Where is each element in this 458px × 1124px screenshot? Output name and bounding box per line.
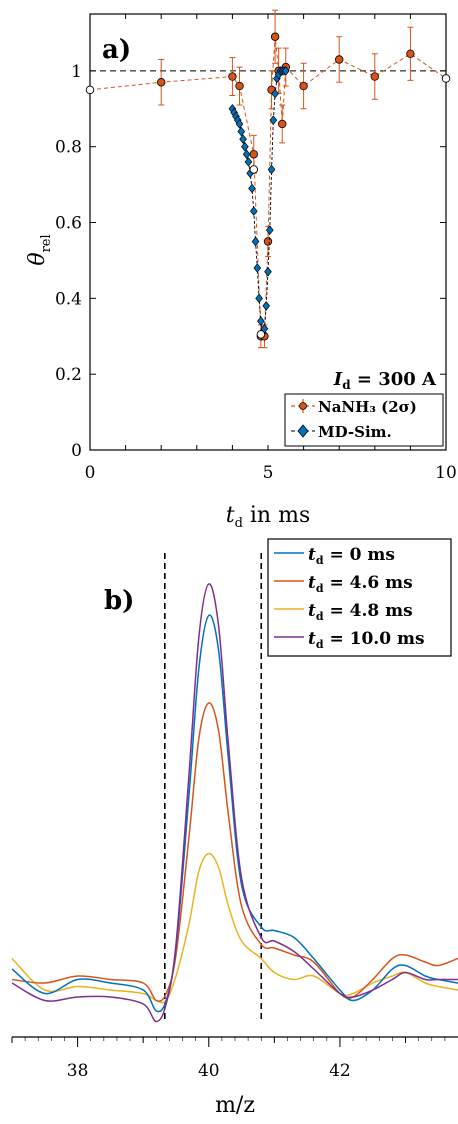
x-axis-ticks: 0 5 10: [85, 14, 457, 483]
x-axis-label: m/z: [215, 1093, 255, 1118]
data-point-nanh3: [235, 81, 244, 91]
data-point-nanh3: [263, 237, 273, 246]
y-tick-label: 1: [71, 62, 82, 82]
data-point-open: [256, 330, 266, 339]
panel-a-label: a): [102, 35, 131, 65]
legend-item-4-6ms: td = 4.6 ms: [274, 573, 413, 595]
legend-label-4-8ms: td = 4.8 ms: [308, 601, 413, 623]
x-tick-label: 5: [263, 463, 274, 483]
legend-label-md-sim: MD-Sim.: [318, 423, 392, 441]
spectrum-line: [11, 583, 458, 1023]
y-axis-ticks: 0 0.2 0.4 0.6 0.8 1: [55, 62, 446, 461]
y-tick-label: 0.6: [55, 214, 82, 234]
y-axis-label: θrel: [25, 234, 54, 265]
legend-label-0ms: td = 0 ms: [308, 545, 395, 567]
data-point-nanh3: [299, 81, 308, 91]
x-tick-label: 42: [329, 1061, 351, 1081]
data-point-md-sim: [241, 141, 249, 152]
data-point-open: [249, 165, 259, 174]
data-point-md-sim: [239, 134, 247, 144]
spectrum-line: [11, 852, 458, 1004]
data-point-md-sim: [248, 183, 256, 194]
series-line-nanh3: [89, 36, 447, 337]
data-point-md-sim: [264, 267, 272, 277]
data-point-md-sim: [271, 88, 279, 99]
legend-item-4-8ms: td = 4.8 ms: [274, 601, 413, 623]
data-point-md-sim: [265, 225, 274, 235]
y-tick-label: 0.2: [55, 365, 82, 385]
data-point-md-sim: [257, 316, 265, 326]
panel-b-label: b): [104, 586, 134, 616]
data-point-md-sim: [262, 301, 271, 311]
data-point-md-sim: [253, 263, 262, 273]
data-point-open: [85, 85, 95, 95]
data-point-md-sim: [255, 293, 263, 304]
legend-diamond-icon: [297, 424, 309, 438]
data-point-nanh3: [335, 55, 344, 64]
y-tick-label: 0.4: [55, 289, 82, 309]
panel-b-chart: 38 40 42 b) m/z td = 0 ms td = 4.6 ms td =…: [11, 538, 458, 1118]
data-point-nanh3: [228, 72, 237, 81]
legend-a: NaNH₃ (2σ) MD-Sim.: [284, 393, 444, 447]
series-md-sim: [228, 66, 290, 338]
legend-item-0ms: td = 0 ms: [274, 545, 395, 567]
legend-label-4-6ms: td = 4.6 ms: [308, 573, 413, 595]
spectrum-line: [11, 614, 458, 1013]
x-axis-label: td in ms: [226, 503, 311, 531]
x-axis-ticks: 38 40 42: [11, 1037, 446, 1081]
data-point-nanh3: [370, 72, 379, 81]
series-open-markers: [85, 74, 451, 339]
legend-a-box: [284, 393, 444, 447]
x-tick-label: 10: [435, 463, 457, 483]
data-point-md-sim: [269, 115, 278, 125]
data-point-nanh3: [270, 32, 280, 41]
data-point-open: [441, 74, 451, 83]
y-tick-label: 0.8: [55, 138, 82, 158]
window-markers: [164, 553, 263, 1020]
annotation-current: Id = 300 A: [333, 369, 437, 392]
spectrum-lines: [11, 583, 458, 1023]
spectrum-line: [11, 702, 458, 1002]
data-point-nanh3: [156, 78, 166, 87]
data-point-md-sim: [244, 157, 253, 167]
data-point-md-sim: [249, 206, 258, 216]
data-point-md-sim: [237, 126, 246, 137]
x-tick-label: 40: [198, 1061, 220, 1081]
data-point-md-sim: [242, 149, 251, 160]
x-tick-label: 0: [85, 463, 96, 483]
data-point-nanh3: [406, 49, 415, 59]
panel-a-chart: 0 0.2 0.4 0.6 0.8 1 0 5 10 a) θrel td in ms Id …: [25, 9, 457, 531]
legend-item-nanh3: NaNH₃ (2σ): [291, 398, 417, 416]
data-point-nanh3: [249, 150, 258, 159]
x-tick-label: 38: [67, 1061, 89, 1081]
legend-label-10ms: td = 10.0 ms: [308, 629, 425, 651]
legend-item-md-sim: MD-Sim.: [291, 423, 392, 441]
data-point-md-sim: [267, 164, 276, 175]
legend-b: td = 0 ms td = 4.6 ms td = 4.8 ms td = 1…: [267, 538, 452, 657]
legend-circle-icon: [299, 402, 307, 410]
legend-item-10ms: td = 10.0 ms: [274, 629, 425, 651]
y-tick-label: 0: [71, 441, 82, 461]
legend-label-nanh3: NaNH₃ (2σ): [318, 398, 417, 416]
data-point-md-sim: [251, 236, 260, 247]
data-point-nanh3: [278, 119, 287, 129]
data-point-md-sim: [235, 119, 244, 129]
data-point-md-sim: [281, 66, 290, 76]
